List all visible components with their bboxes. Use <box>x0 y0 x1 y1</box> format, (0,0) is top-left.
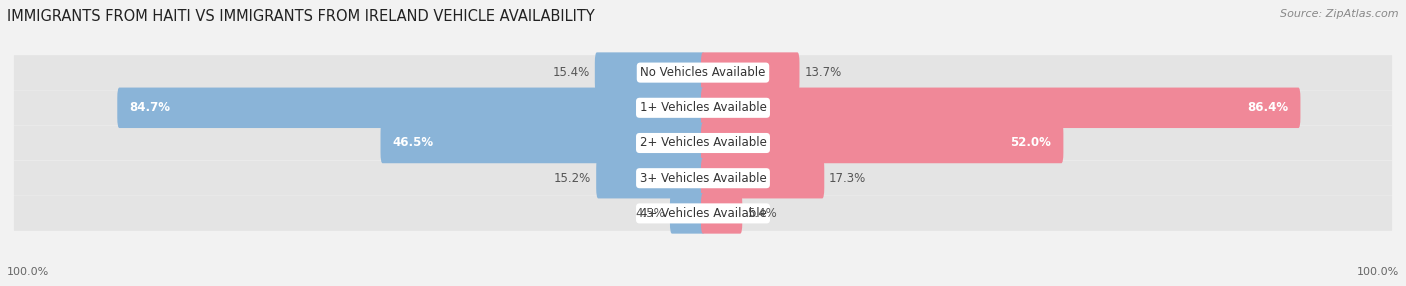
Text: 86.4%: 86.4% <box>1247 101 1288 114</box>
FancyBboxPatch shape <box>702 123 1063 163</box>
Text: 4.5%: 4.5% <box>636 207 665 220</box>
FancyBboxPatch shape <box>702 193 742 234</box>
Text: 5.4%: 5.4% <box>747 207 778 220</box>
FancyBboxPatch shape <box>702 52 800 93</box>
Text: 1+ Vehicles Available: 1+ Vehicles Available <box>640 101 766 114</box>
Text: 2+ Vehicles Available: 2+ Vehicles Available <box>640 136 766 150</box>
Text: No Vehicles Available: No Vehicles Available <box>640 66 766 79</box>
Text: 46.5%: 46.5% <box>392 136 434 150</box>
Text: 52.0%: 52.0% <box>1010 136 1052 150</box>
Text: IMMIGRANTS FROM HAITI VS IMMIGRANTS FROM IRELAND VEHICLE AVAILABILITY: IMMIGRANTS FROM HAITI VS IMMIGRANTS FROM… <box>7 9 595 23</box>
FancyBboxPatch shape <box>702 158 824 198</box>
Text: 84.7%: 84.7% <box>129 101 170 114</box>
Text: 100.0%: 100.0% <box>1357 267 1399 277</box>
FancyBboxPatch shape <box>381 123 704 163</box>
Text: 17.3%: 17.3% <box>830 172 866 185</box>
FancyBboxPatch shape <box>14 55 1392 90</box>
Text: 100.0%: 100.0% <box>7 267 49 277</box>
FancyBboxPatch shape <box>596 158 704 198</box>
Text: 15.4%: 15.4% <box>553 66 591 79</box>
Text: 3+ Vehicles Available: 3+ Vehicles Available <box>640 172 766 185</box>
FancyBboxPatch shape <box>702 88 1301 128</box>
Text: 4+ Vehicles Available: 4+ Vehicles Available <box>640 207 766 220</box>
FancyBboxPatch shape <box>669 193 704 234</box>
Text: 13.7%: 13.7% <box>804 66 842 79</box>
FancyBboxPatch shape <box>117 88 704 128</box>
Text: Source: ZipAtlas.com: Source: ZipAtlas.com <box>1281 9 1399 19</box>
FancyBboxPatch shape <box>595 52 704 93</box>
Text: 15.2%: 15.2% <box>554 172 592 185</box>
FancyBboxPatch shape <box>14 161 1392 196</box>
FancyBboxPatch shape <box>14 90 1392 125</box>
FancyBboxPatch shape <box>14 196 1392 231</box>
FancyBboxPatch shape <box>14 126 1392 160</box>
